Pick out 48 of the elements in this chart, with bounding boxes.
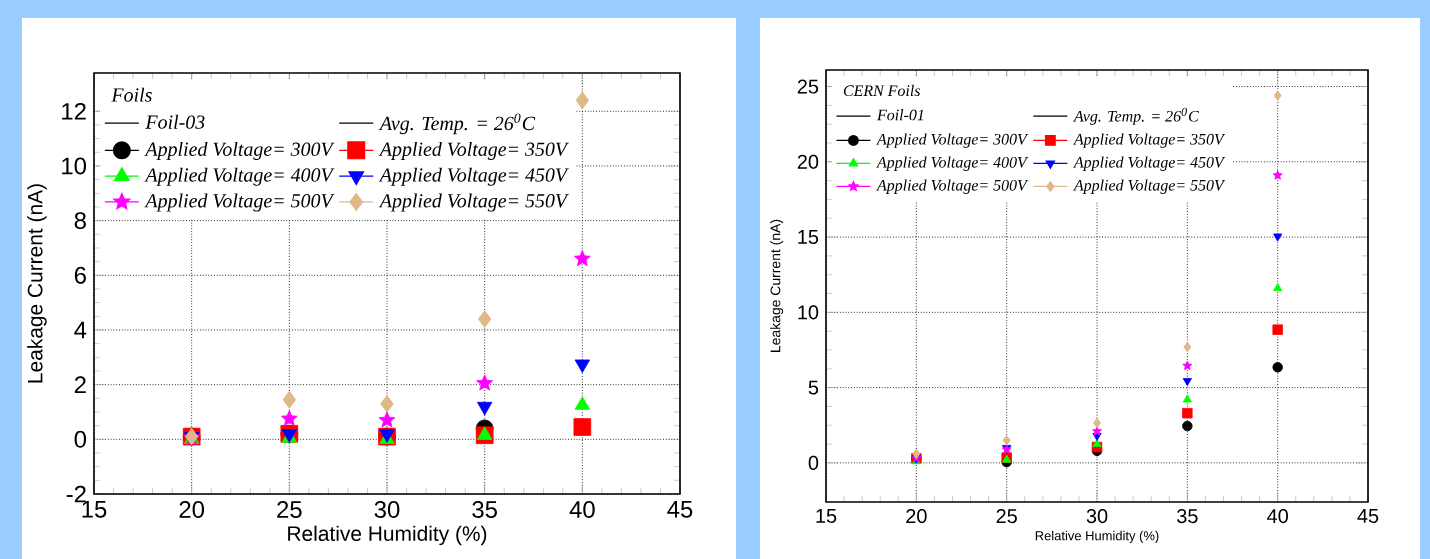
y-tick-label: 20: [797, 154, 819, 169]
y-tick-label: 6: [74, 266, 86, 284]
y-tick-label: 5: [808, 380, 819, 395]
annotation: Foils: [111, 87, 152, 102]
x-tick-label: 35: [1177, 509, 1198, 524]
x-tick-label: 45: [667, 501, 693, 518]
legend-label: Applied Voltage= 450V: [1073, 156, 1226, 171]
legend-label: Applied Voltage= 400V: [144, 167, 335, 186]
annotation: Avg. Temp. = 26$^{0}$C: [1073, 107, 1199, 125]
annotation: CERN Foils: [843, 84, 921, 97]
y-tick-label: 12: [62, 102, 86, 120]
x-tick-label: 45: [1357, 509, 1379, 523]
x-axis-title: Relative Humidity (%): [288, 525, 487, 546]
y-tick-label: 8: [74, 212, 86, 230]
x-tick-label: 25: [277, 501, 302, 518]
legend-label: Applied Voltage= 500V: [144, 193, 335, 212]
legend-label: Applied Voltage= 350V: [378, 141, 569, 161]
legend-label: Applied Voltage= 550V: [1073, 179, 1226, 194]
y-tick-label: 10: [62, 157, 87, 175]
y-tick-label: -2: [66, 485, 86, 503]
y-axis-title: Leakage Current (nA): [770, 219, 784, 352]
y-tick-label: 4: [74, 321, 87, 339]
y-tick-label: 15: [798, 230, 819, 245]
y-tick-label: 25: [797, 79, 819, 94]
x-tick-label: 40: [569, 501, 595, 518]
x-tick-label: 25: [996, 509, 1017, 524]
x-axis-title: Relative Humidity (%): [1035, 530, 1159, 543]
y-axis-title: Leakage Current (nA): [27, 184, 47, 383]
x-tick-label: 20: [179, 501, 205, 518]
y-tick-label: 2: [74, 376, 86, 393]
legend-label: Applied Voltage= 550V: [378, 193, 569, 212]
x-tick-label: 35: [472, 501, 497, 518]
legend-label: Applied Voltage= 500V: [876, 179, 1029, 194]
y-tick-label: 10: [798, 305, 819, 320]
legend-label: Applied Voltage= 300V: [144, 141, 335, 161]
x-tick-label: 40: [1267, 509, 1288, 524]
annotation: Avg. Temp. = 26$^{0}$C: [378, 113, 536, 135]
legend-label: Applied Voltage= 400V: [876, 156, 1029, 171]
x-tick-label: 30: [1086, 509, 1108, 524]
y-tick-label: 0: [74, 430, 87, 448]
x-tick-label: 20: [906, 509, 927, 524]
y-tick-label: 0: [808, 455, 819, 470]
legend-label: Applied Voltage= 300V: [876, 133, 1029, 148]
annotation: Foil-03: [145, 114, 205, 129]
x-tick-label: 30: [374, 501, 400, 518]
legend-label: Applied Voltage= 350V: [1073, 133, 1226, 148]
legend-label: Applied Voltage= 450V: [378, 167, 569, 186]
annotation: Foil-01: [876, 109, 924, 121]
